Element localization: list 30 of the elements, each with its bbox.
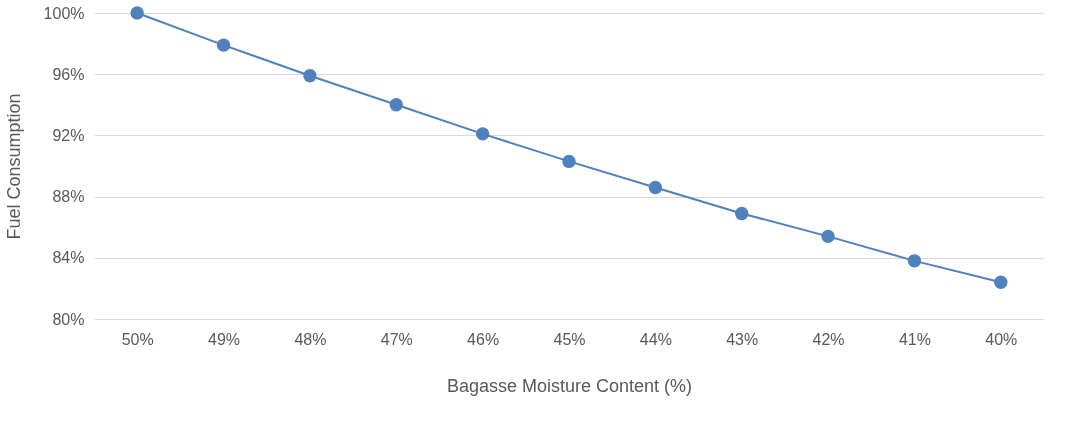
y-tick-label: 88% bbox=[52, 188, 85, 206]
point bbox=[130, 6, 144, 20]
point bbox=[907, 254, 922, 268]
x-tick-label: 44% bbox=[639, 330, 672, 348]
y-tick-label: 84% bbox=[52, 249, 85, 267]
y-axis-title: Fuel Consumption bbox=[3, 93, 24, 240]
point bbox=[648, 180, 663, 195]
x-tick-label: 47% bbox=[380, 330, 413, 348]
y-tick-label: 92% bbox=[52, 126, 85, 144]
point bbox=[562, 154, 576, 169]
x-tick-label: 42% bbox=[812, 330, 845, 348]
point bbox=[389, 98, 403, 112]
y-tick-label: 80% bbox=[52, 310, 85, 328]
x-tick-label: 49% bbox=[208, 330, 241, 348]
x-tick-label: 50% bbox=[121, 330, 154, 348]
point bbox=[216, 38, 231, 52]
point bbox=[735, 206, 749, 221]
y-tick-label: 96% bbox=[52, 65, 85, 83]
x-tick-label: 48% bbox=[294, 330, 327, 348]
x-tick-label: 46% bbox=[467, 330, 500, 348]
x-tick-label: 45% bbox=[553, 330, 586, 348]
x-tick-label: 40% bbox=[985, 330, 1018, 348]
point bbox=[821, 229, 835, 244]
point bbox=[475, 127, 490, 141]
x-tick-label: 41% bbox=[898, 330, 931, 348]
x-axis-title: Bagasse Moisture Content (%) bbox=[446, 375, 693, 396]
x-tick-label: 43% bbox=[726, 330, 759, 348]
y-tick-label: 100% bbox=[43, 4, 85, 22]
point bbox=[994, 275, 1008, 289]
point bbox=[303, 69, 317, 83]
